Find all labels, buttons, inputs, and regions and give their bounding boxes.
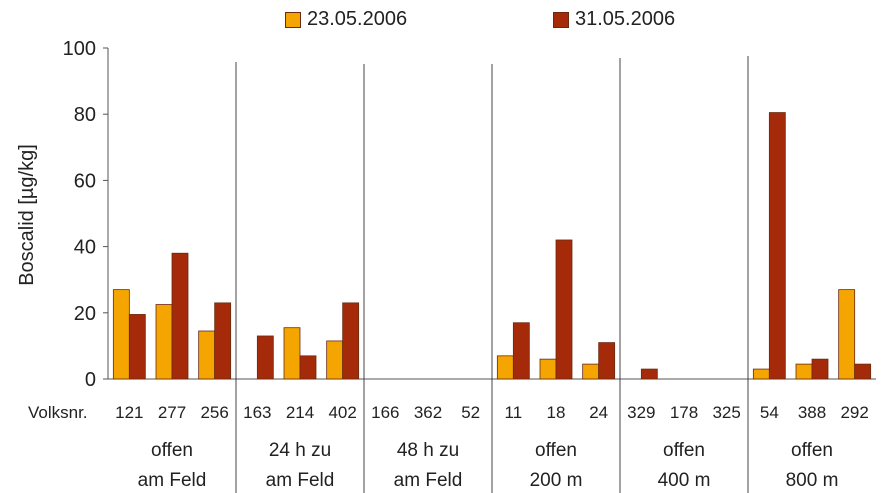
bar-121-series-2 [128,314,146,380]
legend-item-series-2: 31.05.2006 [553,8,675,31]
group-label-line1: offen [151,440,193,461]
group-label-line2: am Feld [138,470,207,491]
bar-292-series-2 [854,363,872,380]
bar-11-series-1 [496,355,514,380]
y-tick-label: 60 [74,170,96,192]
category-label-178: 178 [670,403,698,422]
bar-54-series-2 [768,112,786,380]
y-tick-label: 0 [85,369,96,391]
category-label-292: 292 [840,403,868,422]
group-label-line1: offen [535,440,577,461]
category-label-256: 256 [200,403,228,422]
bar-121-series-1 [112,289,130,380]
category-label-52: 52 [461,403,480,422]
legend-swatch-series-2 [553,11,569,28]
category-label-325: 325 [712,403,740,422]
bar-11-series-2 [512,322,530,380]
bar-24-series-1 [582,363,600,380]
group-label-line2: 400 m [658,470,711,491]
category-label-18: 18 [547,403,566,422]
legend-item-series-1: 23.05.2006 [285,8,407,31]
bar-18-series-2 [555,239,573,380]
legend-swatch-series-1 [285,11,301,28]
bar-402-series-2 [342,302,360,380]
bar-388-series-1 [795,363,813,380]
category-label-166: 166 [371,403,399,422]
bar-214-series-2 [299,355,317,380]
y-tick-label: 100 [63,38,96,60]
category-label-402: 402 [328,403,356,422]
y-tick-label: 80 [74,104,96,126]
bar-24-series-2 [598,342,616,380]
legend-label-series-2: 31.05.2006 [575,8,676,30]
category-label-388: 388 [798,403,826,422]
legend: 23.05.2006 31.05.2006 [0,8,887,38]
bar-292-series-1 [838,289,856,380]
group-label-line1: 24 h zu [269,440,331,461]
category-label-214: 214 [286,403,314,422]
y-axis-label: Boscalid [µg/kg] [16,144,38,286]
bar-256-series-2 [214,302,232,380]
group-label-line1: offen [791,440,833,461]
bar-18-series-1 [539,358,557,380]
category-label-362: 362 [414,403,442,422]
bar-54-series-1 [752,368,770,380]
group-label-line2: 200 m [530,470,583,491]
row-label: Volksnr. [28,403,88,422]
bar-402-series-1 [326,340,344,380]
group-label-line2: 800 m [786,470,839,491]
bar-329-series-2 [640,368,658,380]
category-label-11: 11 [505,403,523,422]
group-label-line2: am Feld [266,470,335,491]
y-tick-label: 40 [74,237,96,259]
category-label-121: 121 [115,403,143,422]
legend-label-series-1: 23.05.2006 [307,8,408,30]
category-label-24: 24 [589,403,608,422]
category-label-54: 54 [760,403,779,422]
bar-214-series-1 [283,327,301,380]
group-label-line2: am Feld [394,470,463,491]
bar-277-series-2 [171,252,189,380]
bar-256-series-1 [198,330,216,380]
category-label-329: 329 [627,403,655,422]
bar-163-series-2 [256,335,274,380]
group-label-line1: 48 h zu [397,440,459,461]
category-label-277: 277 [158,403,186,422]
group-label-line1: offen [663,440,705,461]
bar-277-series-1 [155,304,173,380]
bar-388-series-2 [811,358,829,380]
category-label-163: 163 [243,403,271,422]
y-tick-label: 20 [74,303,96,325]
